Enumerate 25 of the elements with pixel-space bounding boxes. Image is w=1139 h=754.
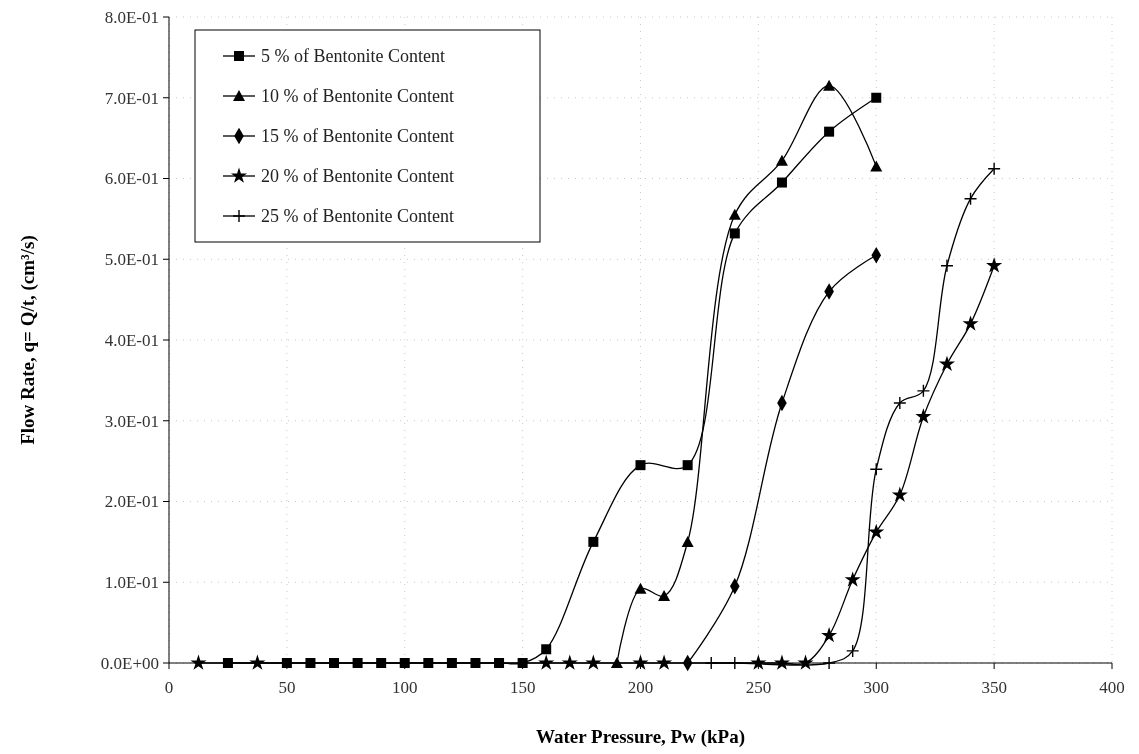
legend-label: 5 % of Bentonite Content [261,46,445,67]
y-tick-label: 6.0E-01 [104,169,159,189]
x-tick-label: 0 [164,678,174,697]
x-tick-label: 200 [627,678,654,697]
y-tick-label: 5.0E-01 [104,250,159,270]
y-tick-label: 1.0E-01 [104,573,159,593]
legend-label: 10 % of Bentonite Content [261,86,454,107]
legend-label: 20 % of Bentonite Content [261,166,454,187]
y-tick-label: 8.0E-01 [104,7,159,27]
x-tick-label: 300 [863,678,889,697]
x-tick-label: 50 [278,678,296,697]
x-tick-label: 150 [509,678,536,697]
x-axis-title: Water Pressure, Pw (kPa) [536,726,745,748]
y-tick-label: 2.0E-01 [104,492,159,512]
x-tick-label: 400 [1099,678,1125,697]
y-tick-label: 4.0E-01 [104,330,159,350]
y-tick-label: 7.0E-01 [104,88,159,108]
x-tick-label: 350 [981,678,1007,697]
x-tick-label: 250 [745,678,772,697]
y-tick-label: 0.0E+00 [100,653,159,673]
y-tick-label: 3.0E-01 [104,411,159,431]
legend-label: 15 % of Bentonite Content [261,126,454,147]
legend-label: 25 % of Bentonite Content [261,206,454,227]
x-tick-label: 100 [392,678,418,697]
y-axis-title: Flow Rate, q= Q/t, (cm³/s) [17,235,39,445]
